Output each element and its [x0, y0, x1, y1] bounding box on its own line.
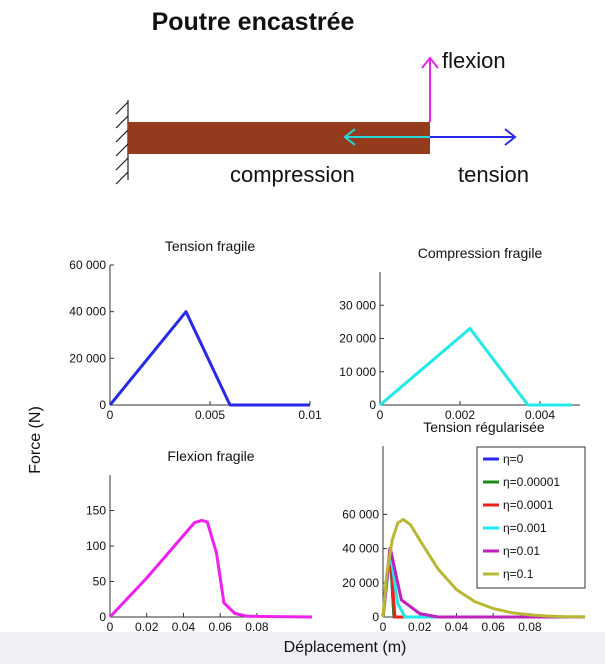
subplot-title: Compression fragile: [418, 245, 543, 261]
wall: [115, 100, 129, 185]
y-tick-label: 100: [86, 539, 106, 553]
x-tick-label: 0.06: [209, 620, 233, 634]
y-tick-label: 0: [369, 398, 376, 412]
x-axis-label: Déplacement (m): [284, 639, 407, 656]
diagram-title: Poutre encastrée: [152, 8, 355, 36]
x-tick-label: 0: [380, 620, 387, 634]
label-tension: tension: [458, 162, 529, 187]
footer-band: [0, 632, 605, 664]
x-tick-label: 0.08: [245, 620, 269, 634]
x-tick-label: 0.002: [445, 408, 475, 422]
x-tick-label: 0.04: [172, 620, 196, 634]
x-tick-label: 0: [107, 408, 114, 422]
arrow-tension: [430, 128, 517, 146]
y-tick-label: 10 000: [339, 365, 376, 379]
x-tick-label: 0.02: [135, 620, 159, 634]
legend-box: [476, 446, 586, 589]
x-tick-label: 0: [107, 620, 114, 634]
y-tick-label: 60 000: [342, 507, 379, 521]
x-tick-label: 0: [377, 408, 384, 422]
x-tick-label: 0.01: [298, 408, 322, 422]
legend-label: η=0.00001: [503, 475, 560, 489]
x-tick-label: 0.004: [525, 408, 555, 422]
label-flexion: flexion: [442, 48, 506, 73]
x-tick-label: 0.08: [518, 620, 542, 634]
y-tick-label: 40 000: [342, 542, 379, 556]
x-tick-label: 0.06: [482, 620, 506, 634]
legend-label: η=0: [503, 452, 524, 466]
legend-label: η=0.01: [503, 544, 540, 558]
y-tick-label: 40 000: [69, 305, 106, 319]
y-axis-label: Force (N): [27, 406, 44, 474]
subplot-title: Tension régularisée: [423, 419, 545, 435]
y-tick-label: 0: [99, 610, 106, 624]
subplot-title: Tension fragile: [165, 238, 255, 254]
y-tick-label: 20 000: [69, 351, 106, 365]
data-line: [379, 327, 572, 407]
y-tick-label: 60 000: [69, 258, 106, 272]
legend-label: η=0.0001: [503, 498, 554, 512]
data-line: [381, 518, 586, 619]
data-line: [108, 518, 313, 619]
y-tick-label: 20 000: [339, 332, 376, 346]
x-tick-label: 0.04: [445, 620, 469, 634]
label-compression: compression: [230, 162, 355, 187]
y-tick-label: 0: [372, 610, 379, 624]
y-tick-label: 20 000: [342, 576, 379, 590]
x-tick-label: 0.005: [195, 408, 225, 422]
arrow-compression: [343, 128, 430, 146]
subplot-title: Flexion fragile: [167, 448, 254, 464]
legend-label: η=0.001: [503, 521, 547, 535]
x-tick-label: 0.02: [408, 620, 432, 634]
y-tick-label: 50: [93, 575, 107, 589]
legend-label: η=0.1: [503, 567, 534, 581]
y-tick-label: 150: [86, 504, 106, 518]
data-line: [108, 310, 310, 407]
arrow-flexion: [421, 56, 439, 122]
y-tick-label: 0: [99, 398, 106, 412]
y-tick-label: 30 000: [339, 298, 376, 312]
